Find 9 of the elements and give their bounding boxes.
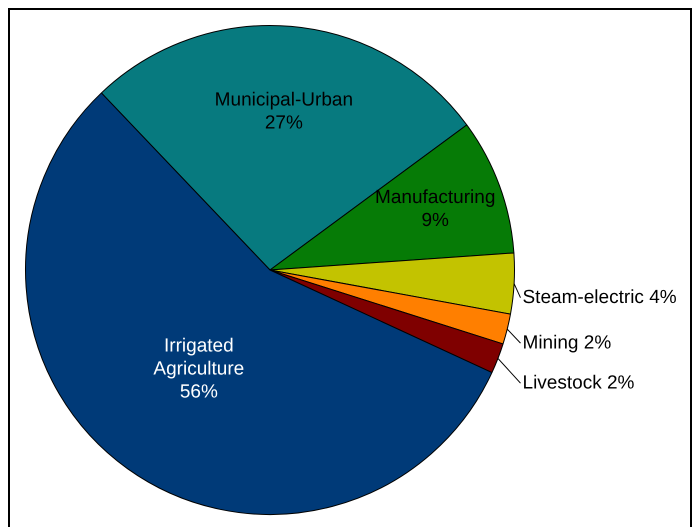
slice-label: Municipal-Urban <box>214 89 354 110</box>
slice-label: Manufacturing <box>375 186 496 208</box>
slice-label: Livestock 2% <box>522 372 635 394</box>
data-label: 27% <box>264 112 303 134</box>
slice-label: Steam-electric 4% <box>522 286 677 308</box>
slice-label: Mining 2% <box>522 332 612 354</box>
data-label: 56% <box>180 382 218 403</box>
data-label: 9% <box>421 210 450 231</box>
slice-label: Irrigated Agriculture <box>153 336 244 380</box>
